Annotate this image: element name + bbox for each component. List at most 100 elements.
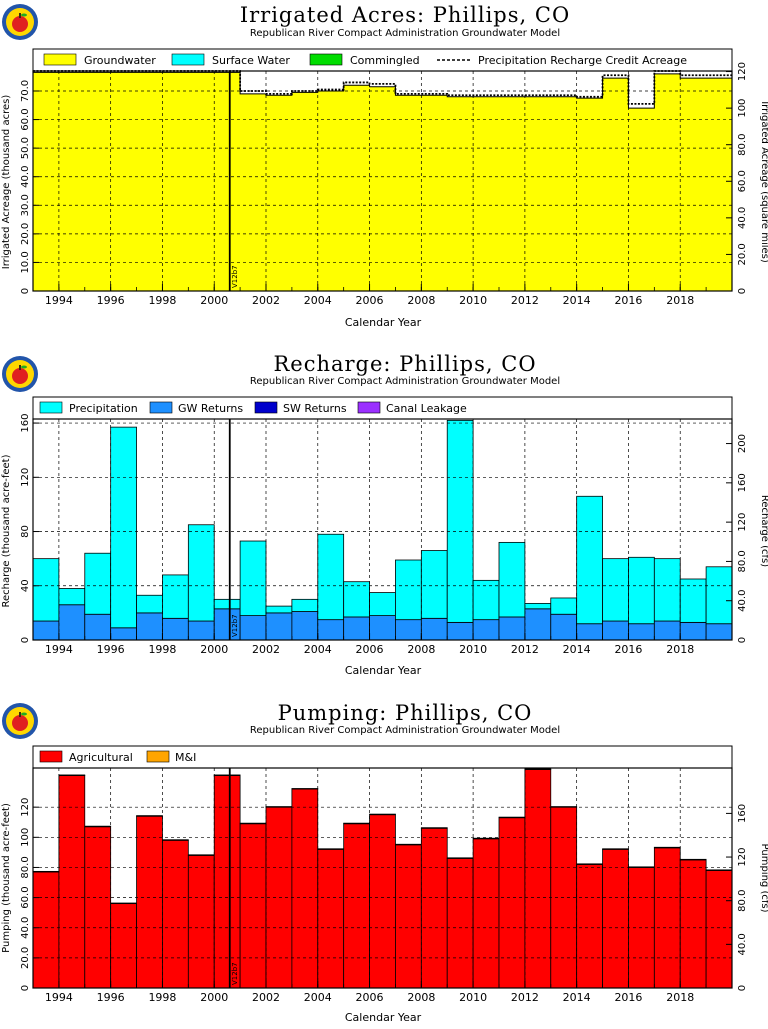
bar-agricultural-1993 xyxy=(32,871,60,989)
bar-agricultural-2006 xyxy=(369,814,396,989)
x-tick-label: 2018 xyxy=(666,643,694,656)
bar-precipitation-1999 xyxy=(187,524,215,622)
bar-m-i-2011 xyxy=(498,816,526,819)
bar-m-i-2019 xyxy=(705,869,733,871)
bar-m-i-2015 xyxy=(602,848,629,850)
x-tick-label: 2006 xyxy=(356,294,384,307)
bar-gw-returns-1995 xyxy=(84,613,112,641)
bar-precipitation-2019 xyxy=(705,566,733,625)
bar-gw-returns-1994 xyxy=(58,604,86,641)
x-tick-label: 2002 xyxy=(252,991,280,1004)
x-tick-label: 2008 xyxy=(407,643,435,656)
bar-agricultural-2003 xyxy=(291,788,319,989)
bar-m-i-2014 xyxy=(576,863,603,865)
x-axis-title: Calendar Year xyxy=(345,1011,422,1024)
bar-agricultural-2010 xyxy=(472,838,500,989)
bar-precipitation-2009 xyxy=(446,419,474,623)
logo-badge-3 xyxy=(2,703,38,739)
panel-irrigated-acres: Irrigated Acres: Phillips, CO Republican… xyxy=(1,3,768,329)
bar-agricultural-1997 xyxy=(136,815,163,989)
y2-tick-label: 100 xyxy=(737,99,748,118)
x-tick-label: 1996 xyxy=(97,294,125,307)
bar-precipitation-2003 xyxy=(291,598,319,612)
bar-m-i-2001 xyxy=(239,822,267,825)
bar-gw-returns-2010 xyxy=(472,619,500,641)
line-precip-credit-acreage xyxy=(33,70,732,105)
y-axis-title-right: Pumping (cfs) xyxy=(759,844,768,913)
y-tick-label: 30.0 xyxy=(20,194,31,216)
bar-m-i-2010 xyxy=(472,837,500,840)
y2-tick-label: 120 xyxy=(737,848,748,867)
logo-badge-1 xyxy=(2,4,38,40)
bar-agricultural-2015 xyxy=(602,848,629,989)
bar-precipitation-2016 xyxy=(628,556,655,625)
bar-precipitation-2013 xyxy=(550,597,578,615)
x-tick-label: 2016 xyxy=(614,991,642,1004)
bar-m-i-2017 xyxy=(653,846,681,849)
bar-m-i-2007 xyxy=(395,843,422,846)
chart-title: Recharge: Phillips, CO xyxy=(273,352,536,376)
bar-precipitation-2008 xyxy=(420,550,448,619)
x-tick-label: 1994 xyxy=(45,643,73,656)
y-tick-label: 20.0 xyxy=(20,223,31,245)
bar-agricultural-2001 xyxy=(239,823,267,989)
legend-label-agricultural: Agricultural xyxy=(69,751,133,764)
legend-label-precipitation: Precipitation xyxy=(69,402,138,415)
y-tick-label: 120 xyxy=(20,798,31,817)
bar-precipitation-2015 xyxy=(602,558,629,622)
legend-box xyxy=(32,745,733,769)
bar-precipitation-2006 xyxy=(369,592,396,616)
bar-gw-returns-2012 xyxy=(524,608,552,641)
bar-gw-returns-2015 xyxy=(602,620,629,641)
y-tick-label: 100 xyxy=(20,828,31,847)
bar-precipitation-2017 xyxy=(653,558,681,622)
bar-m-i-1995 xyxy=(84,825,112,828)
x-tick-label: 1994 xyxy=(45,991,73,1004)
y-axis-title-right: Recharge (cfs) xyxy=(759,495,768,567)
legend-swatch-groundwater xyxy=(43,53,77,66)
bar-agricultural-2011 xyxy=(498,817,526,989)
bar-m-i-2003 xyxy=(291,788,319,790)
bar-m-i-1997 xyxy=(136,815,163,817)
y-axis-title-right: Irrigated Acreage (square miles) xyxy=(759,101,768,263)
bar-gw-returns-2005 xyxy=(343,616,370,641)
bar-gw-returns-2008 xyxy=(420,617,448,641)
x-tick-label: 2004 xyxy=(304,294,332,307)
legend-swatch-sw-returns xyxy=(254,401,278,414)
y-tick-label: 120 xyxy=(20,468,31,487)
area-groundwater xyxy=(33,72,732,291)
bar-agricultural-2004 xyxy=(317,848,345,989)
chart-subtitle: Republican River Compact Administration … xyxy=(250,28,560,39)
y-tick-label: 0 xyxy=(20,637,31,643)
version-marker-label: V12b7 xyxy=(231,265,239,288)
bar-gw-returns-2019 xyxy=(705,623,733,641)
bar-m-i-2004 xyxy=(317,848,345,850)
legend-swatch-surface-water xyxy=(171,53,205,66)
chart-subtitle: Republican River Compact Administration … xyxy=(250,376,560,387)
bar-m-i-2000 xyxy=(213,774,241,776)
x-axis-title: Calendar Year xyxy=(345,316,422,329)
version-marker-label: V12b7 xyxy=(231,962,239,985)
bar-m-i-2018 xyxy=(679,858,707,861)
y2-tick-label: 120 xyxy=(737,513,748,532)
x-tick-label: 2016 xyxy=(614,294,642,307)
bar-gw-returns-2018 xyxy=(679,621,707,641)
legend-swatch-commingled xyxy=(309,53,343,66)
y-tick-label: 160 xyxy=(20,414,31,433)
bar-agricultural-2007 xyxy=(395,844,422,989)
y2-tick-label: 120 xyxy=(737,62,748,81)
y-tick-label: 60.0 xyxy=(20,108,31,130)
bar-gw-returns-2009 xyxy=(446,621,474,641)
bar-m-i-1993 xyxy=(32,870,60,873)
y-tick-label: 0 xyxy=(20,985,31,991)
panel-recharge: Recharge: Phillips, CO Republican River … xyxy=(1,352,768,677)
x-tick-label: 1994 xyxy=(45,294,73,307)
bar-precipitation-2001 xyxy=(239,540,267,616)
x-tick-label: 2014 xyxy=(563,991,591,1004)
legend-box xyxy=(32,396,733,420)
legend-label-sw-returns: SW Returns xyxy=(283,402,347,415)
legend-label-surface-water: Surface Water xyxy=(212,54,290,67)
bar-precipitation-2007 xyxy=(395,559,422,621)
